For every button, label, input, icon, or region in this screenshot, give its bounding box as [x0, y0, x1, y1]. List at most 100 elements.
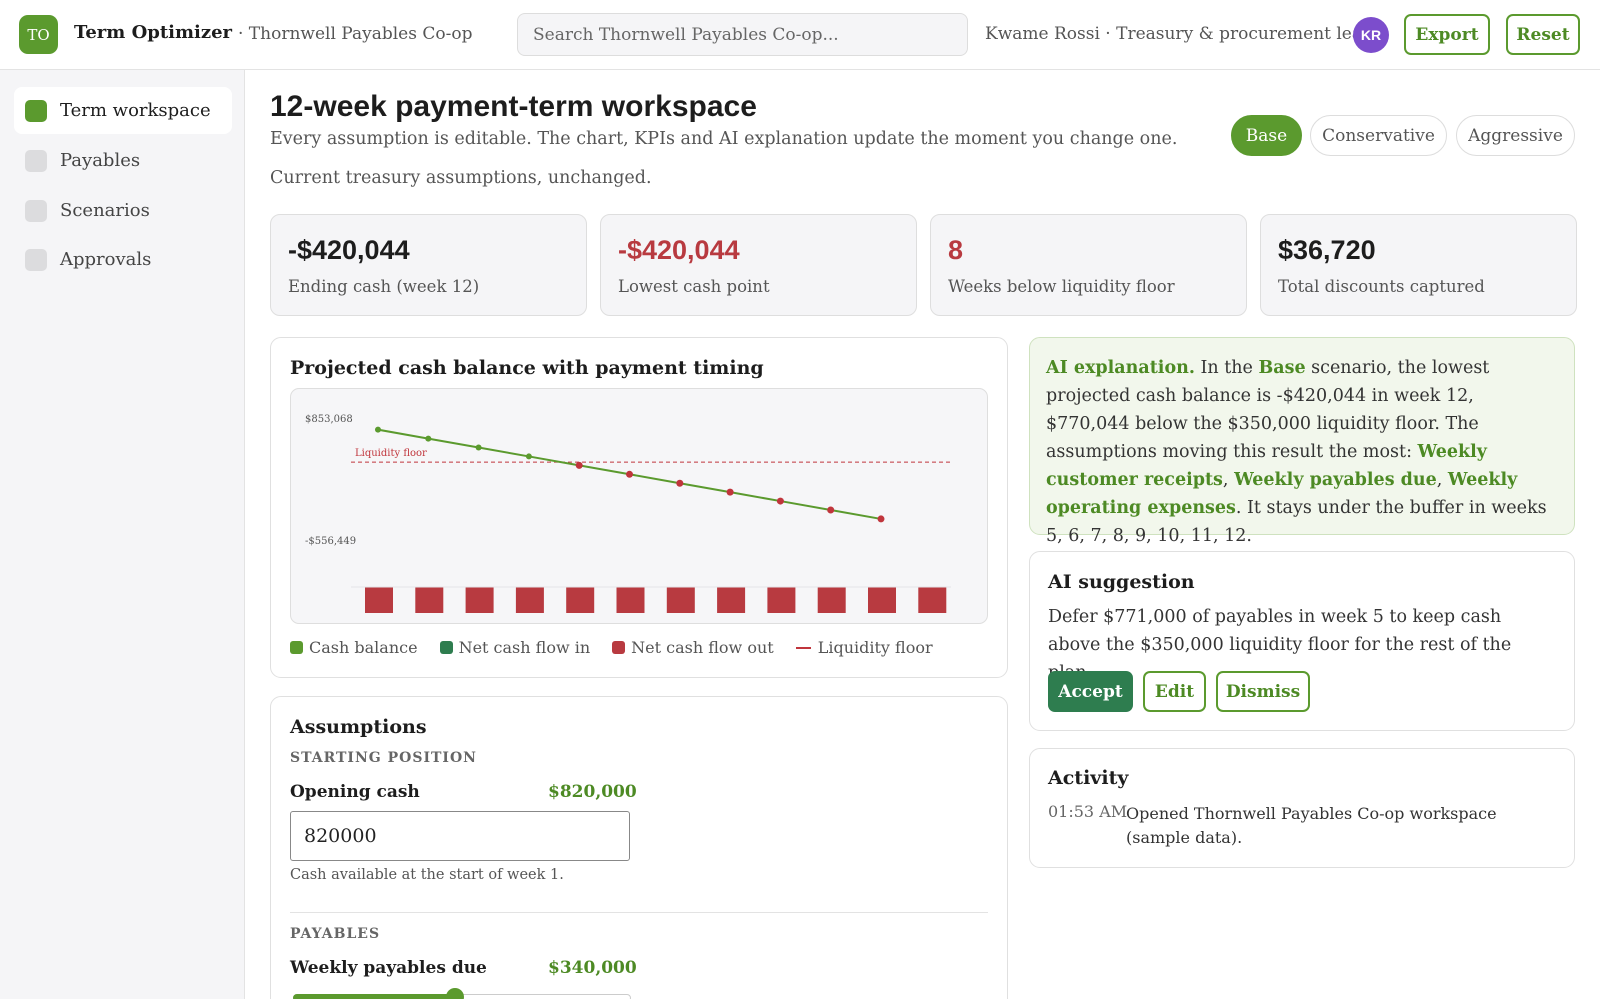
starting-position-section-label: STARTING POSITION: [290, 750, 477, 766]
chart-legend: Cash balance Net cash flow in Net cash f…: [290, 638, 955, 657]
cash-chart: $853,068 -$556,449 Liquidity floor: [305, 414, 951, 613]
sidebar-item-approvals[interactable]: Approvals: [14, 236, 232, 283]
bar-net-flow-out: [918, 587, 947, 613]
payables-icon: [25, 149, 47, 172]
cash-balance-point: [676, 479, 684, 487]
kpi-value: -$420,044: [618, 235, 740, 265]
bar-net-flow-out: [566, 587, 595, 613]
legend-net-flow-out: Net cash flow out: [612, 638, 774, 657]
bar-net-flow-out: [817, 587, 846, 613]
cash-balance-point: [626, 470, 633, 478]
top-bar: TO Term Optimizer · Thornwell Payables C…: [0, 0, 1600, 70]
accept-button[interactable]: Accept: [1048, 671, 1133, 712]
assumptions-title: Assumptions: [290, 716, 427, 738]
reset-button[interactable]: Reset: [1506, 14, 1580, 55]
legend-swatch: [439, 641, 453, 654]
legend-cash-balance: Cash balance: [290, 638, 418, 657]
sidebar-item-payables[interactable]: Payables: [14, 137, 232, 184]
scenarios-icon: [25, 199, 47, 222]
kpi-weeks-below-floor: 8 Weeks below liquidity floor: [930, 214, 1247, 316]
sidebar-item-label: Payables: [60, 150, 141, 171]
kpi-label: Ending cash (week 12): [288, 277, 480, 296]
legend-label: Net cash flow out: [631, 638, 774, 657]
bar-net-flow-out: [616, 587, 645, 613]
activity-text: Opened Thornwell Payables Co-op workspac…: [1126, 804, 1497, 847]
chart-title: Projected cash balance with payment timi…: [290, 357, 764, 379]
search-input[interactable]: [517, 13, 968, 56]
opening-cash-value: $820,000: [548, 782, 637, 802]
weekly-payables-label: Weekly payables due: [290, 958, 487, 978]
activity-title: Activity: [1048, 767, 1129, 789]
cash-balance-point: [525, 453, 532, 460]
cash-balance-point: [877, 515, 885, 523]
sidebar-item-term-workspace[interactable]: Term workspace: [14, 87, 232, 134]
avatar[interactable]: KR: [1353, 17, 1389, 53]
legend-label: Cash balance: [309, 638, 418, 657]
org-name: · Thornwell Payables Co-op: [238, 24, 473, 44]
ai-explanation-lead: AI explanation.: [1046, 358, 1195, 378]
y-axis-top-label: $853,068: [305, 414, 353, 425]
cash-balance-point: [425, 435, 432, 442]
ai-explanation-text: scenario, the lowest projected cash bala…: [1046, 358, 1490, 462]
weekly-payables-slider-fill: [293, 994, 456, 999]
edit-button[interactable]: Edit: [1143, 671, 1206, 712]
bar-net-flow-out: [717, 587, 746, 613]
ai-explanation-text: ,: [1436, 470, 1448, 490]
dismiss-button[interactable]: Dismiss: [1216, 671, 1310, 712]
cash-balance-point: [726, 488, 734, 496]
kpi-ending-cash: -$420,044 Ending cash (week 12): [270, 214, 587, 316]
bar-net-flow-out: [767, 587, 796, 613]
cash-balance-point: [776, 497, 784, 505]
opening-cash-label: Opening cash: [290, 782, 420, 802]
ai-explanation-driver: Weekly payables due: [1234, 470, 1437, 490]
app-logo: TO: [19, 15, 58, 54]
chart-area: $853,068 -$556,449 Liquidity floor: [290, 388, 988, 624]
kpi-label: Weeks below liquidity floor: [948, 277, 1175, 296]
bar-net-flow-out: [868, 587, 896, 613]
weekly-payables-slider-thumb[interactable]: [446, 988, 465, 999]
ai-suggestion-title: AI suggestion: [1048, 571, 1195, 593]
cash-balance-point: [575, 461, 583, 469]
ai-explanation-scenario: Base: [1258, 358, 1306, 378]
activity-time: 01:53 AM: [1048, 802, 1128, 821]
opening-cash-help: Cash available at the start of week 1.: [290, 867, 564, 883]
page-title: 12-week payment-term workspace: [270, 90, 757, 123]
section-divider: [290, 912, 988, 913]
legend-swatch: [612, 641, 626, 654]
legend-label: Net cash flow in: [458, 638, 591, 657]
approvals-icon: [25, 248, 47, 271]
sidebar-item-label: Scenarios: [60, 200, 150, 221]
kpi-lowest-cash: -$420,044 Lowest cash point: [600, 214, 917, 316]
term-workspace-icon: [25, 99, 47, 122]
legend-swatch: [290, 641, 303, 654]
bar-net-flow-out: [465, 587, 494, 613]
sidebar-item-label: Term workspace: [60, 100, 211, 121]
export-button[interactable]: Export: [1404, 14, 1490, 55]
user-label: Kwame Rossi · Treasury & procurement lea…: [985, 24, 1373, 44]
page-status: Current treasury assumptions, unchanged.: [270, 168, 652, 188]
legend-label: Liquidity floor: [817, 638, 933, 657]
bar-net-flow-out: [415, 587, 444, 613]
scenario-aggressive-button[interactable]: Aggressive: [1456, 115, 1575, 156]
bar-net-flow-out: [365, 587, 393, 613]
sidebar-item-scenarios[interactable]: Scenarios: [14, 187, 232, 234]
opening-cash-input[interactable]: [290, 811, 630, 861]
sidebar: Term workspace Payables Scenarios Approv…: [0, 70, 245, 999]
payables-section-label: PAYABLES: [290, 926, 381, 942]
kpi-value: 8: [948, 235, 964, 265]
liquidity-floor-label: Liquidity floor: [355, 448, 427, 459]
scenario-conservative-button[interactable]: Conservative: [1310, 115, 1447, 156]
cash-balance-point: [375, 426, 381, 433]
ai-explanation-card: AI explanation. In the Base scenario, th…: [1029, 337, 1575, 546]
legend-swatch: [795, 646, 811, 649]
y-axis-bottom-label: -$556,449: [305, 536, 356, 547]
bar-net-flow-out: [515, 587, 544, 613]
scenario-base-button[interactable]: Base: [1231, 115, 1302, 156]
kpi-label: Total discounts captured: [1278, 277, 1485, 296]
weekly-payables-value: $340,000: [548, 958, 637, 978]
page-subtitle: Every assumption is editable. The chart,…: [270, 129, 1178, 149]
kpi-discounts-captured: $36,720 Total discounts captured: [1260, 214, 1577, 316]
app-name: Term Optimizer: [74, 22, 233, 43]
activity-card: Activity 01:53 AM Opened Thornwell Payab…: [1029, 748, 1575, 868]
cash-balance-point: [475, 444, 482, 451]
